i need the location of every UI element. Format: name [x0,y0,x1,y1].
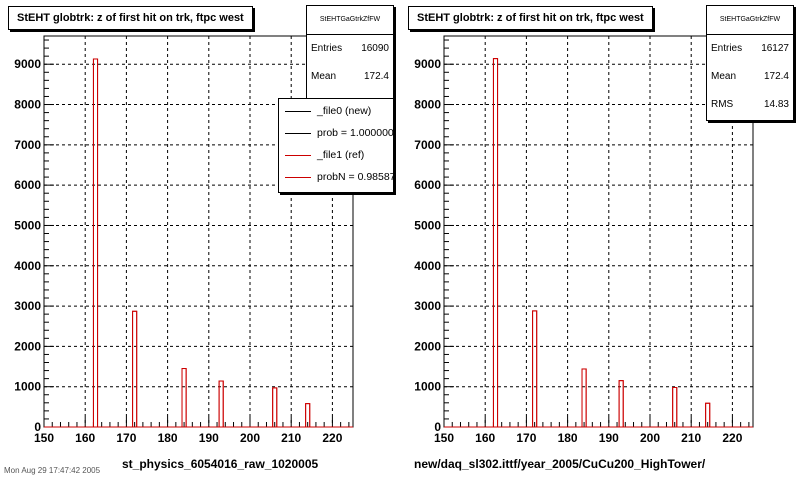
x-tick-label: 210 [281,431,301,445]
left-stats-box: StEHTGaGtrkZfFW Entries 16090 Mean 172.4 [306,5,394,103]
y-tick-label: 8000 [14,98,41,112]
legend-label: _file1 (ref) [317,149,365,161]
x-tick-label: 180 [158,431,178,445]
stats-value: 16127 [761,43,789,54]
y-tick-label: 3000 [14,299,41,313]
y-tick-label: 9000 [14,57,41,71]
y-tick-label: 3000 [414,299,441,313]
legend-label: _file0 (new) [317,105,372,117]
left-plot-title: StEHT globtrk: z of first hit on trk, ft… [8,6,253,30]
legend-line-red [285,154,311,156]
left-corner-text: Mon Aug 29 17:47:42 2005 [4,466,101,475]
y-tick-label: 0 [34,420,41,434]
right-stats-name: StEHTGaGtrkZfFW [707,6,793,35]
y-tick-label: 6000 [14,178,41,192]
x-tick-label: 200 [240,431,260,445]
left-legend-box: _file0 (new) prob = 1.000000 _file1 (ref… [278,98,394,193]
x-tick-label: 160 [75,431,95,445]
x-tick-label: 170 [116,431,136,445]
y-tick-label: 1000 [414,380,441,394]
histogram-bin [272,387,278,428]
histogram-bin [532,310,538,428]
x-tick-label: 220 [322,431,342,445]
histogram-outline [44,58,353,428]
histogram-bin [581,368,587,428]
histogram-outline [444,58,753,428]
left-stats-entries-row: Entries 16090 [307,35,393,63]
stats-value: 14.83 [763,99,789,110]
x-tick-label: 150 [34,431,54,445]
legend-entry: prob = 1.000000 [279,122,393,144]
plot-frame [443,35,754,428]
legend-entry: _file0 (new) [279,100,393,122]
x-tick-label: 150 [434,431,454,445]
legend-entry: _file1 (ref) [279,144,393,166]
legend-line-red [285,176,311,178]
left-stats-mean-row: Mean 172.4 [307,63,393,91]
y-tick-label: 5000 [414,218,441,232]
right-footer-label: new/daq_sl302.ittf/year_2005/CuCu200_Hig… [414,457,706,471]
right-stats-rms-row: RMS 14.83 [707,91,793,119]
histogram-bin [181,368,187,428]
right-histogram-plot: 150 160 170 180 190 200 210 220 0 1000 2000 3000 400… [414,35,754,445]
y-tick-label: 5000 [14,218,41,232]
stats-value: 16090 [361,43,389,54]
legend-entry: probN = 0.985875 [279,166,393,188]
legend-line-black [285,110,311,112]
x-tick-label: 160 [475,431,495,445]
y-tick-label: 2000 [14,339,41,353]
left-stats-name: StEHTGaGtrkZfFW [307,6,393,35]
legend-label: prob = 1.000000 [317,127,394,139]
stats-label: Mean [311,71,337,82]
x-tick-label: 220 [722,431,742,445]
y-tick-label: 4000 [14,259,41,273]
x-tick-label: 190 [599,431,619,445]
y-tick-label: 6000 [414,178,441,192]
histogram-bin [92,58,99,428]
y-tick-label: 7000 [414,138,441,152]
right-stats-box: StEHTGaGtrkZfFW Entries 16127 Mean 172.4… [706,5,794,121]
left-histogram-panel: 150 160 170 180 190 200 210 220 0 1000 2000 3000 400… [4,5,394,475]
y-tick-label: 1000 [14,380,41,394]
x-tick-label: 180 [558,431,578,445]
right-stats-entries-row: Entries 16127 [707,35,793,63]
x-tick-label: 200 [640,431,660,445]
histogram-bin [305,403,311,428]
y-tick-label: 9000 [414,57,441,71]
left-footer-label: st_physics_6054016_raw_1020005 [122,457,319,471]
right-plot-title: StEHT globtrk: z of first hit on trk, ft… [408,6,653,30]
y-tick-label: 4000 [414,259,441,273]
histogram-bin [672,386,678,428]
right-histogram-panel: 150 160 170 180 190 200 210 220 0 1000 2000 3000 400… [400,0,800,480]
legend-line-black [285,132,311,134]
legend-label: probN = 0.985875 [317,171,394,183]
y-tick-label: 0 [434,420,441,434]
histogram-bin [218,380,224,428]
histogram-bin [132,310,138,428]
x-tick-label: 210 [681,431,701,445]
histogram-bin [618,380,624,428]
stats-label: Entries [311,43,343,54]
stats-value: 172.4 [363,71,389,82]
x-tick-label: 170 [516,431,536,445]
y-tick-label: 2000 [414,339,441,353]
stats-label: Mean [711,71,737,82]
stats-value: 172.4 [763,71,789,82]
stats-label: RMS [711,99,734,110]
histogram-bin [492,58,499,428]
y-tick-label: 8000 [414,98,441,112]
x-tick-label: 190 [199,431,219,445]
y-tick-label: 7000 [14,138,41,152]
histogram-bin [705,402,711,428]
right-stats-mean-row: Mean 172.4 [707,63,793,91]
stats-label: Entries [711,43,743,54]
